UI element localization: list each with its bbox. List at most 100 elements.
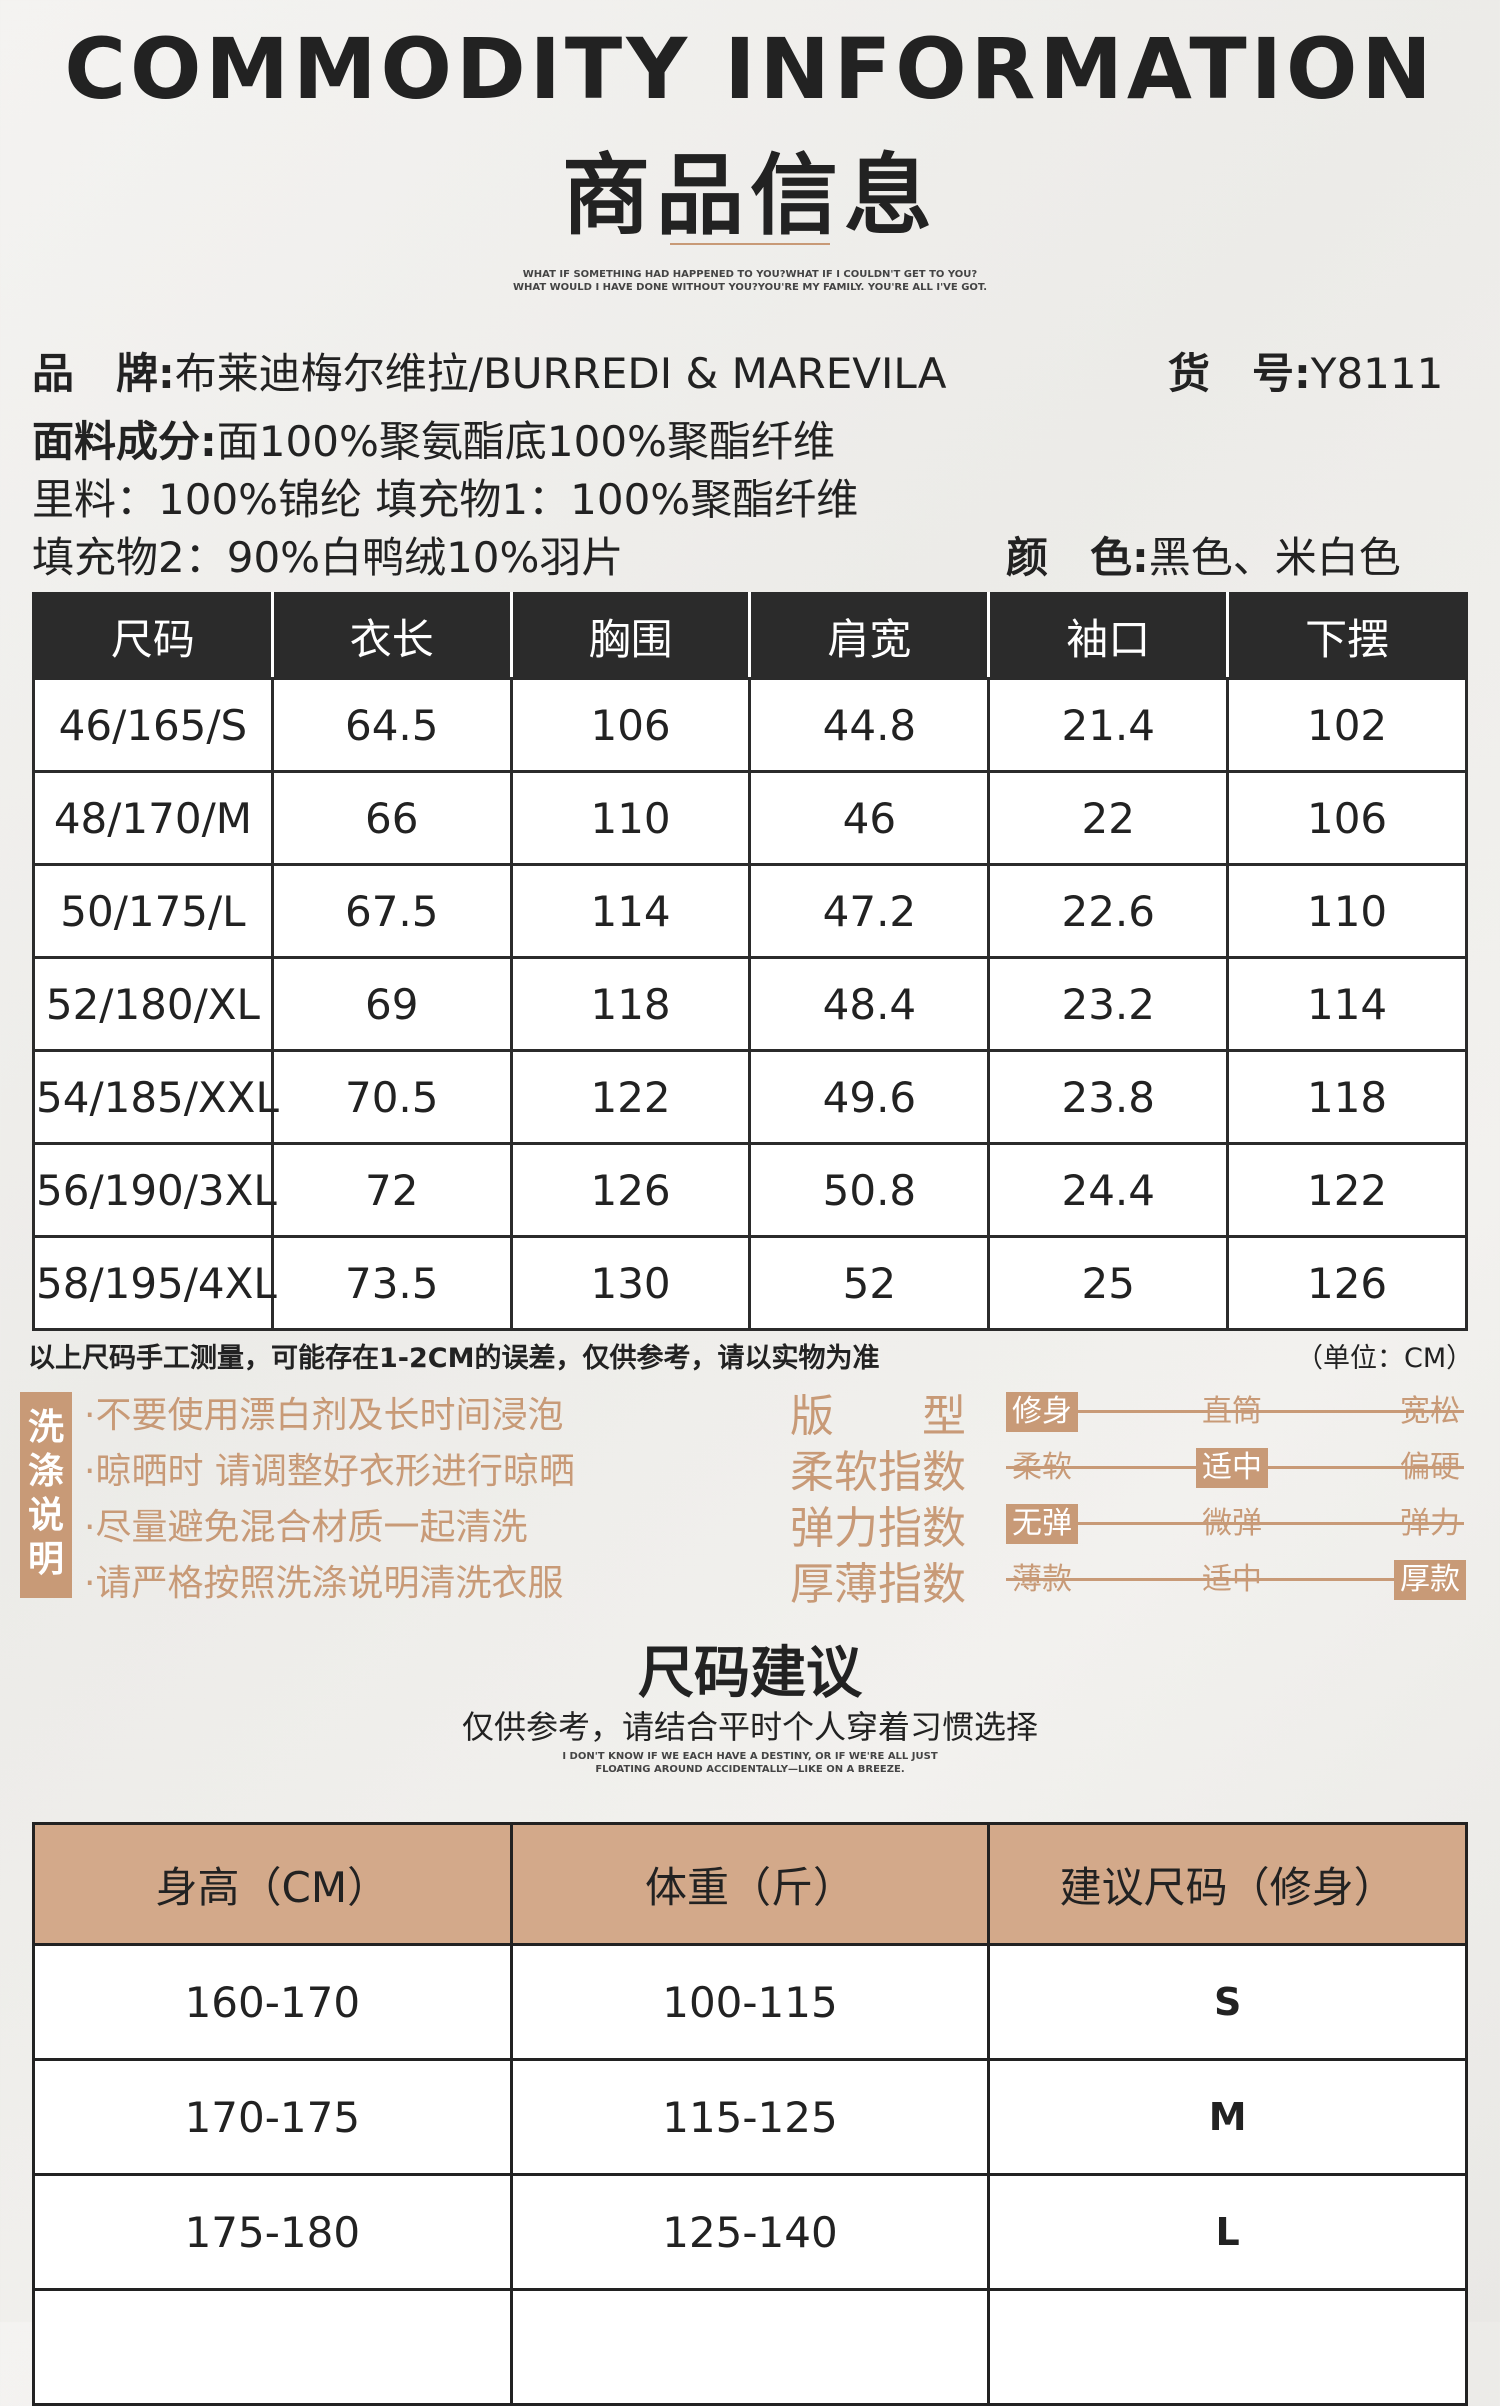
table-row: 54/185/XXL 70.5 122 49.6 23.8 118 <box>32 1049 1468 1145</box>
table-cell: 115-125 <box>509 2058 991 2176</box>
table-cell: 66 <box>270 770 513 866</box>
header-length: 衣长 <box>270 592 513 680</box>
table-cell: 122 <box>1226 1142 1468 1238</box>
brand-line: 品 牌:布莱迪梅尔维拉/BURREDI & MAREVILA <box>32 340 947 401</box>
tagline-line-2: WHAT WOULD I HAVE DONE WITHOUT YOU?YOU'R… <box>512 282 988 293</box>
table-cell: 106 <box>1226 770 1468 866</box>
table-cell: 46/165/S <box>32 677 274 773</box>
table-cell: 46 <box>748 770 991 866</box>
brand-value: 布莱迪梅尔维拉/BURREDI & MAREVILA <box>174 349 947 398</box>
table-cell: 160-170 <box>32 1943 513 2061</box>
wash-item-1: ·不要使用漂白剂及长时间浸泡 <box>84 1395 564 1436</box>
index-scale-line <box>1006 1410 1464 1413</box>
table-cell: 69 <box>270 956 513 1052</box>
index-option-selected: 无弹 <box>1006 1504 1078 1544</box>
header-size: 尺码 <box>32 592 274 680</box>
table-cell: 126 <box>1226 1235 1468 1331</box>
index-scale-line <box>1006 1578 1464 1581</box>
wash-label: 洗涤说明 <box>20 1392 72 1598</box>
table-cell: 125-140 <box>509 2173 991 2291</box>
table-cell: 47.2 <box>748 863 991 959</box>
table-cell: 122 <box>509 1049 752 1145</box>
index-option: 微弹 <box>1202 1506 1262 1541</box>
measure-note: 以上尺码手工测量，可能存在1-2CM的误差，仅供参考，请以实物为准 <box>28 1343 880 1374</box>
title-chinese: 商品信息 <box>561 144 938 247</box>
index-option: 弹力 <box>1400 1506 1460 1541</box>
table-row: 56/190/3XL 72 126 50.8 24.4 122 <box>32 1142 1468 1238</box>
table-cell: 118 <box>509 956 752 1052</box>
table-cell: 114 <box>1226 956 1468 1052</box>
recommendation-table: 身高（CM） 体重（斤） 建议尺码（修身） 160-170 100-115 S 170… <box>32 1822 1468 2406</box>
suggestion-tagline-2: FLOATING AROUND ACCIDENTALLY—LIKE ON A B… <box>595 1764 905 1775</box>
item-no-label: 货 号: <box>1168 349 1311 398</box>
table-cell: 110 <box>509 770 752 866</box>
index-option: 直筒 <box>1202 1394 1262 1429</box>
fabric-value: 面100%聚氨酯底100%聚酯纤维 <box>216 417 835 466</box>
table-cell <box>509 2288 991 2406</box>
table-cell: 50/175/L <box>32 863 274 959</box>
header-height: 身高（CM） <box>32 1822 513 1946</box>
table-cell: 25 <box>987 1235 1230 1331</box>
wash-item-2: ·晾晒时 请调整好衣形进行晾晒 <box>84 1451 575 1492</box>
table-cell: L <box>987 2173 1468 2291</box>
index-option-selected: 适中 <box>1196 1448 1268 1488</box>
color-label: 颜 色: <box>1006 533 1149 582</box>
suggestion-tagline: I DON'T KNOW IF WE EACH HAVE A DESTINY, … <box>0 1750 1500 1776</box>
tagline-line-1: WHAT IF SOMETHING HAD HAPPENED TO YOU?WH… <box>522 269 978 280</box>
table-row: 46/165/S 64.5 106 44.8 21.4 102 <box>32 677 1468 773</box>
header-chest: 胸围 <box>509 592 752 680</box>
fabric-line: 面料成分:面100%聚氨酯底100%聚酯纤维 <box>32 408 835 469</box>
table-row: 50/175/L 67.5 114 47.2 22.6 110 <box>32 863 1468 959</box>
suggestion-subtitle: 仅供参考，请结合平时个人穿着习惯选择 <box>461 1708 1038 1746</box>
unit-note: （单位：CM） <box>1296 1343 1474 1374</box>
title-english: COMMODITY INFORMATION <box>64 20 1436 118</box>
table-row: 160-170 100-115 S <box>32 1943 1468 2061</box>
suggestion-tagline-1: I DON'T KNOW IF WE EACH HAVE A DESTINY, … <box>562 1751 938 1762</box>
table-row: 58/195/4XL 73.5 130 52 25 126 <box>32 1235 1468 1331</box>
index-option-selected: 修身 <box>1006 1392 1078 1432</box>
wash-item-4: ·请严格按照洗涤说明清洗衣服 <box>84 1563 564 1604</box>
table-row: 175-180 125-140 L <box>32 2173 1468 2291</box>
lining-line: 里料：100%锦纶 填充物1：100%聚酯纤维 <box>32 475 859 524</box>
table-cell: 48/170/M <box>32 770 274 866</box>
size-table-header: 尺码 衣长 胸围 肩宽 袖口 下摆 <box>32 592 1468 680</box>
item-no-line: 货 号:Y8111 <box>1168 340 1443 401</box>
header-hem: 下摆 <box>1226 592 1468 680</box>
recommendation-header: 身高（CM） 体重（斤） 建议尺码（修身） <box>32 1822 1468 1946</box>
table-row: 52/180/XL 69 118 48.4 23.2 114 <box>32 956 1468 1052</box>
table-cell: 130 <box>509 1235 752 1331</box>
table-row: 48/170/M 66 110 46 22 106 <box>32 770 1468 866</box>
index-label: 弹力指数 <box>790 1503 966 1554</box>
index-option: 适中 <box>1202 1562 1262 1597</box>
color-line: 颜 色:黑色、米白色 <box>1006 524 1401 585</box>
header-cuff: 袖口 <box>987 592 1230 680</box>
index-label: 厚薄指数 <box>790 1559 966 1610</box>
wash-label-text: 洗涤说明 <box>27 1407 64 1580</box>
table-cell: 56/190/3XL <box>32 1142 277 1238</box>
table-cell: 54/185/XXL <box>32 1049 279 1145</box>
item-no-value: Y8111 <box>1310 349 1444 398</box>
table-cell: S <box>987 1943 1468 2061</box>
table-cell: 52/180/XL <box>32 956 274 1052</box>
table-cell: 22 <box>987 770 1230 866</box>
index-scale-line <box>1006 1522 1464 1525</box>
table-cell: 58/195/4XL <box>32 1235 277 1331</box>
filling2-line: 填充物2：90%白鸭绒10%羽片 <box>32 533 624 582</box>
suggestion-title: 尺码建议 <box>638 1641 862 1706</box>
table-cell: 114 <box>509 863 752 959</box>
table-cell: 24.4 <box>987 1142 1230 1238</box>
table-cell: 72 <box>270 1142 513 1238</box>
title-divider <box>670 243 830 245</box>
table-cell: 102 <box>1226 677 1468 773</box>
table-cell: 50.8 <box>748 1142 991 1238</box>
table-cell: 73.5 <box>270 1235 513 1331</box>
table-cell: 118 <box>1226 1049 1468 1145</box>
table-cell: 175-180 <box>32 2173 513 2291</box>
index-label: 版 型 <box>790 1391 966 1442</box>
index-option-selected: 厚款 <box>1394 1560 1466 1600</box>
header-tagline: WHAT IF SOMETHING HAD HAPPENED TO YOU?WH… <box>0 268 1500 294</box>
header-shoulder: 肩宽 <box>748 592 991 680</box>
header-recommended-size: 建议尺码（修身） <box>987 1822 1468 1946</box>
table-cell: 126 <box>509 1142 752 1238</box>
index-option: 宽松 <box>1400 1394 1460 1429</box>
